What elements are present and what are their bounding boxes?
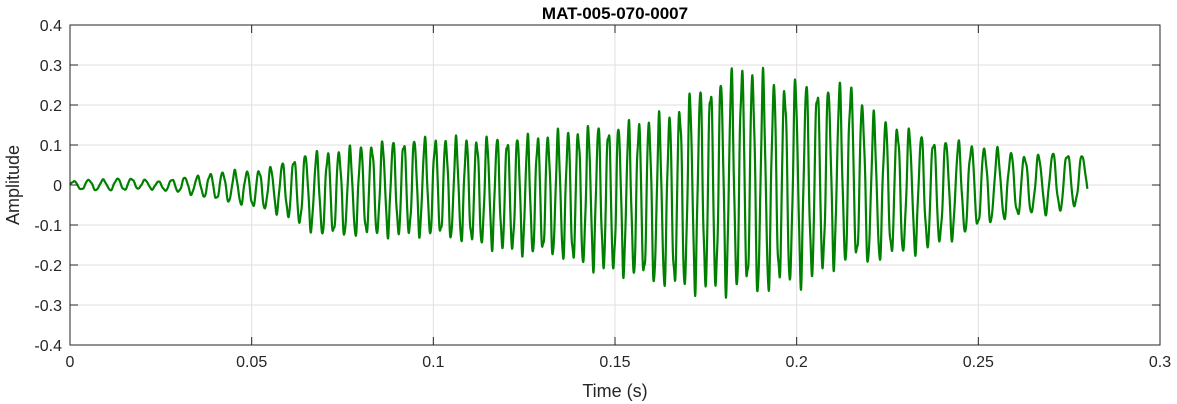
x-tick-label: 0.3 xyxy=(1149,354,1171,371)
y-tick-label: -0.1 xyxy=(34,218,62,235)
y-axis-title: Amplitude xyxy=(3,145,23,225)
y-tick-label: -0.2 xyxy=(34,258,62,275)
y-tick-label: 0.1 xyxy=(40,138,62,155)
x-tick-label: 0.15 xyxy=(599,354,630,371)
y-tick-label: 0.2 xyxy=(40,98,62,115)
x-axis-title: Time (s) xyxy=(582,381,647,401)
x-tick-label: 0.25 xyxy=(963,354,994,371)
signal-line xyxy=(69,66,1089,299)
chart-title: MAT-005-070-0007 xyxy=(542,4,688,23)
y-tick-label: 0.3 xyxy=(40,58,62,75)
y-axis-ticks: -0.4 -0.3 -0.2 -0.1 0 0.1 0.2 0.3 0.4 xyxy=(34,18,1160,355)
y-tick-label: -0.4 xyxy=(34,338,62,355)
x-tick-label: 0.2 xyxy=(786,354,808,371)
x-tick-label: 0.1 xyxy=(422,354,444,371)
x-tick-label: 0 xyxy=(66,354,75,371)
x-axis-ticks: 0 0.05 0.1 0.15 0.2 0.25 0.3 xyxy=(66,25,1171,371)
y-tick-label: 0 xyxy=(53,178,62,195)
y-tick-label: -0.3 xyxy=(34,298,62,315)
y-tick-label: 0.4 xyxy=(40,18,62,35)
x-tick-label: 0.05 xyxy=(236,354,267,371)
signal-trace xyxy=(69,66,1089,299)
